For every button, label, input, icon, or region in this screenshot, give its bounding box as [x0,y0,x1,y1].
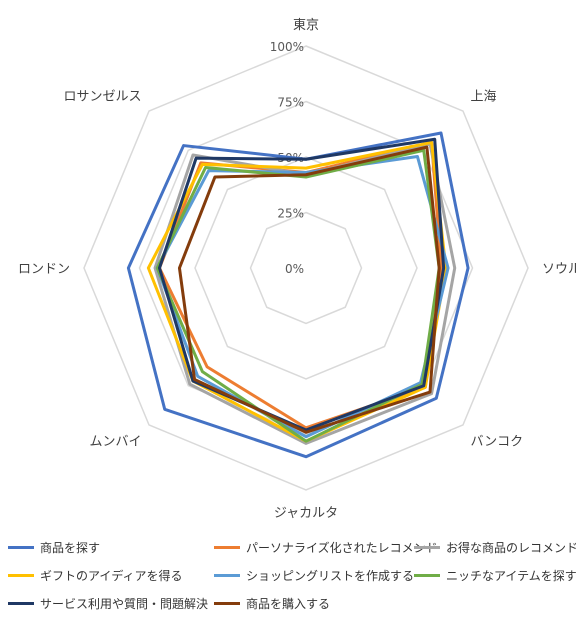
series-line-0 [126,131,470,459]
category-label: ロサンゼルス [63,89,141,104]
category-label: 東京 [293,17,319,33]
series-line-7 [177,145,441,434]
category-label: 上海 [471,89,497,104]
tick-label: 0% [285,262,304,276]
legend-swatch [414,573,440,577]
grid [83,45,529,491]
grid-ring-2 [194,156,418,380]
legend-item: お得な商品のレコメンド [414,538,576,556]
legend-item: ニッチなアイテムを探す [414,566,576,584]
category-label: ロンドン [18,262,70,277]
series-line-4 [155,155,450,439]
legend-item: ショッピングリストを作成する [214,566,414,584]
legend-swatch [214,545,240,549]
legend-swatch [8,573,34,577]
legend-swatch [414,545,440,549]
legend-label: ニッチなアイテムを探す [446,568,576,583]
tick-label: 100% [270,40,304,54]
legend: 商品を探す パーソナライズ化されたレコメンド お得な商品のレコメンドギフトのアイディ… [8,538,576,612]
legend-label: ギフトのアイディアを得る [40,568,183,583]
legend-item: ギフトのアイディアを得る [8,566,214,584]
legend-label: パーソナライズ化されたレコメンド [246,540,438,555]
series-line-5 [155,148,441,443]
category-label: ムンバイ [89,435,141,450]
legend-label: 商品を探す [40,540,101,555]
legend-item: 商品を購入する [214,594,414,612]
legend-swatch [8,545,34,549]
category-label: ソウル [542,262,576,277]
legend-swatch [214,601,240,605]
legend-label: 商品を購入する [246,596,331,611]
legend-item: 商品を探す [8,538,214,556]
series-line-6 [157,137,446,432]
legend-swatch [214,573,240,577]
series [126,131,470,459]
legend-label: ショッピングリストを作成する [246,568,415,583]
grid-ring-1 [249,211,363,325]
legend-item: サービス利用や質問・問題解決 [8,594,214,612]
tick-label: 25% [277,207,304,221]
category-label: ジャカルタ [274,506,338,521]
tick-label: 75% [277,96,304,110]
category-label: バンコク [471,435,524,450]
radar-plot: 0%25%50%75%100%東京上海ソウルバンコクジャカルタムンバイロンドンロ… [18,17,576,521]
grid-ring-4 [83,45,529,491]
legend-item: パーソナライズ化されたレコメンド [214,538,438,556]
legend-label: お得な商品のレコメンド [446,540,576,555]
legend-swatch [8,601,34,605]
legend-label: サービス利用や質問・問題解決 [40,596,209,611]
